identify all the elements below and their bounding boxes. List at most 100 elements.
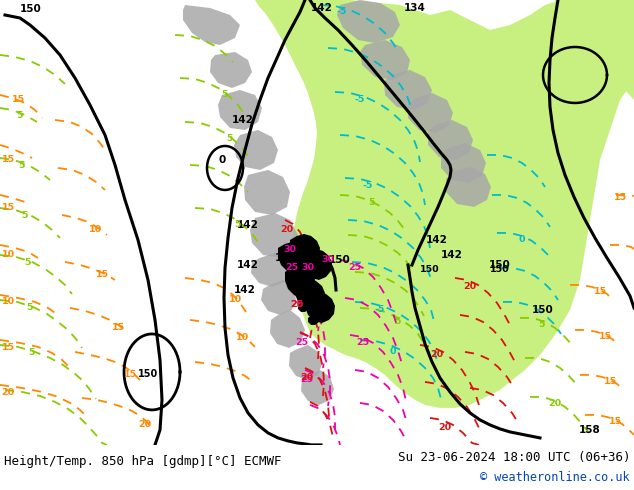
Polygon shape (360, 40, 410, 80)
Polygon shape (270, 310, 305, 348)
Text: 15: 15 (598, 332, 612, 342)
Polygon shape (261, 280, 296, 315)
Text: 5: 5 (25, 258, 31, 268)
Text: -5: -5 (337, 7, 347, 17)
Text: 5: 5 (29, 348, 36, 357)
Text: 10: 10 (235, 333, 249, 343)
Polygon shape (234, 130, 278, 170)
Text: 25: 25 (285, 264, 299, 272)
Text: Height/Temp. 850 hPa [gdmp][°C] ECMWF: Height/Temp. 850 hPa [gdmp][°C] ECMWF (4, 455, 281, 468)
Text: 150: 150 (490, 266, 510, 274)
Text: 5: 5 (539, 320, 545, 329)
Text: 142: 142 (232, 115, 254, 125)
Text: 15: 15 (96, 270, 108, 279)
Text: 142: 142 (441, 250, 463, 260)
Polygon shape (428, 120, 473, 160)
Text: 142: 142 (426, 235, 448, 245)
Polygon shape (308, 315, 319, 325)
Text: 20: 20 (548, 399, 562, 409)
Polygon shape (278, 242, 308, 273)
Text: 10: 10 (1, 297, 15, 306)
Polygon shape (295, 279, 325, 310)
Text: -5: -5 (375, 305, 385, 315)
Polygon shape (210, 52, 252, 88)
Polygon shape (305, 292, 335, 323)
Polygon shape (218, 90, 262, 130)
Polygon shape (289, 345, 322, 380)
Text: 20: 20 (290, 300, 304, 310)
Text: 15: 15 (1, 343, 15, 352)
Text: 20: 20 (439, 423, 451, 432)
Text: 10: 10 (1, 250, 15, 259)
Text: 134: 134 (404, 3, 426, 13)
Text: 0: 0 (390, 347, 396, 356)
Text: 25: 25 (349, 264, 361, 272)
Text: 25: 25 (290, 300, 304, 310)
Text: 158: 158 (579, 425, 601, 435)
Polygon shape (446, 167, 491, 207)
Text: 25: 25 (295, 339, 309, 347)
Text: 142: 142 (234, 285, 256, 295)
Text: 5: 5 (19, 162, 25, 171)
Text: 20: 20 (138, 420, 152, 429)
Text: 15: 15 (593, 288, 607, 296)
Text: 15: 15 (604, 377, 616, 387)
Text: 150: 150 (20, 4, 42, 14)
Text: 150: 150 (532, 305, 554, 315)
Text: 5: 5 (222, 91, 228, 99)
Text: 5: 5 (22, 212, 29, 220)
Text: 20: 20 (463, 282, 477, 292)
Text: 5: 5 (395, 318, 401, 326)
Text: 30: 30 (283, 245, 297, 254)
Polygon shape (183, 5, 240, 45)
Text: 0: 0 (218, 155, 226, 165)
Polygon shape (282, 257, 293, 267)
Text: 0: 0 (519, 236, 525, 245)
Text: 15: 15 (11, 96, 25, 104)
Polygon shape (408, 93, 453, 133)
Polygon shape (298, 302, 309, 312)
Text: 25: 25 (356, 339, 370, 347)
Text: 142: 142 (237, 220, 259, 230)
Text: 10: 10 (88, 225, 101, 234)
Text: 142: 142 (237, 260, 259, 270)
Text: 20: 20 (301, 373, 314, 382)
Text: 30: 30 (321, 255, 335, 265)
Text: 15: 15 (614, 194, 626, 202)
Polygon shape (555, 0, 634, 100)
Text: -5: -5 (363, 181, 373, 191)
Text: 150: 150 (275, 253, 297, 263)
Text: 25: 25 (301, 375, 314, 385)
Polygon shape (290, 234, 320, 265)
Text: Su 23-06-2024 18:00 UTC (06+36): Su 23-06-2024 18:00 UTC (06+36) (398, 451, 630, 465)
Text: 150: 150 (420, 266, 440, 274)
Polygon shape (251, 253, 290, 287)
Text: 5: 5 (227, 134, 233, 144)
Polygon shape (315, 267, 326, 277)
Polygon shape (337, 0, 400, 43)
Polygon shape (441, 143, 486, 183)
Text: 5: 5 (16, 112, 23, 121)
Text: 20: 20 (430, 350, 444, 360)
Polygon shape (175, 0, 634, 408)
Text: 142: 142 (311, 3, 333, 13)
Text: 10: 10 (228, 295, 242, 304)
Text: © weatheronline.co.uk: © weatheronline.co.uk (481, 471, 630, 485)
Text: 20: 20 (1, 389, 15, 397)
Polygon shape (302, 249, 332, 280)
Text: 150: 150 (138, 369, 158, 379)
Text: 15: 15 (124, 370, 136, 379)
Text: -5: -5 (355, 96, 365, 104)
Text: 20: 20 (280, 225, 294, 234)
Text: 5: 5 (27, 303, 33, 313)
Polygon shape (285, 266, 315, 297)
Text: 5: 5 (369, 198, 375, 207)
Text: 5: 5 (235, 220, 242, 229)
Text: 150: 150 (329, 255, 351, 265)
Text: 30: 30 (302, 264, 314, 272)
Text: 150: 150 (489, 260, 511, 270)
Text: 15: 15 (112, 323, 124, 332)
Text: 15: 15 (1, 203, 15, 213)
Polygon shape (250, 213, 298, 258)
Polygon shape (384, 70, 432, 110)
